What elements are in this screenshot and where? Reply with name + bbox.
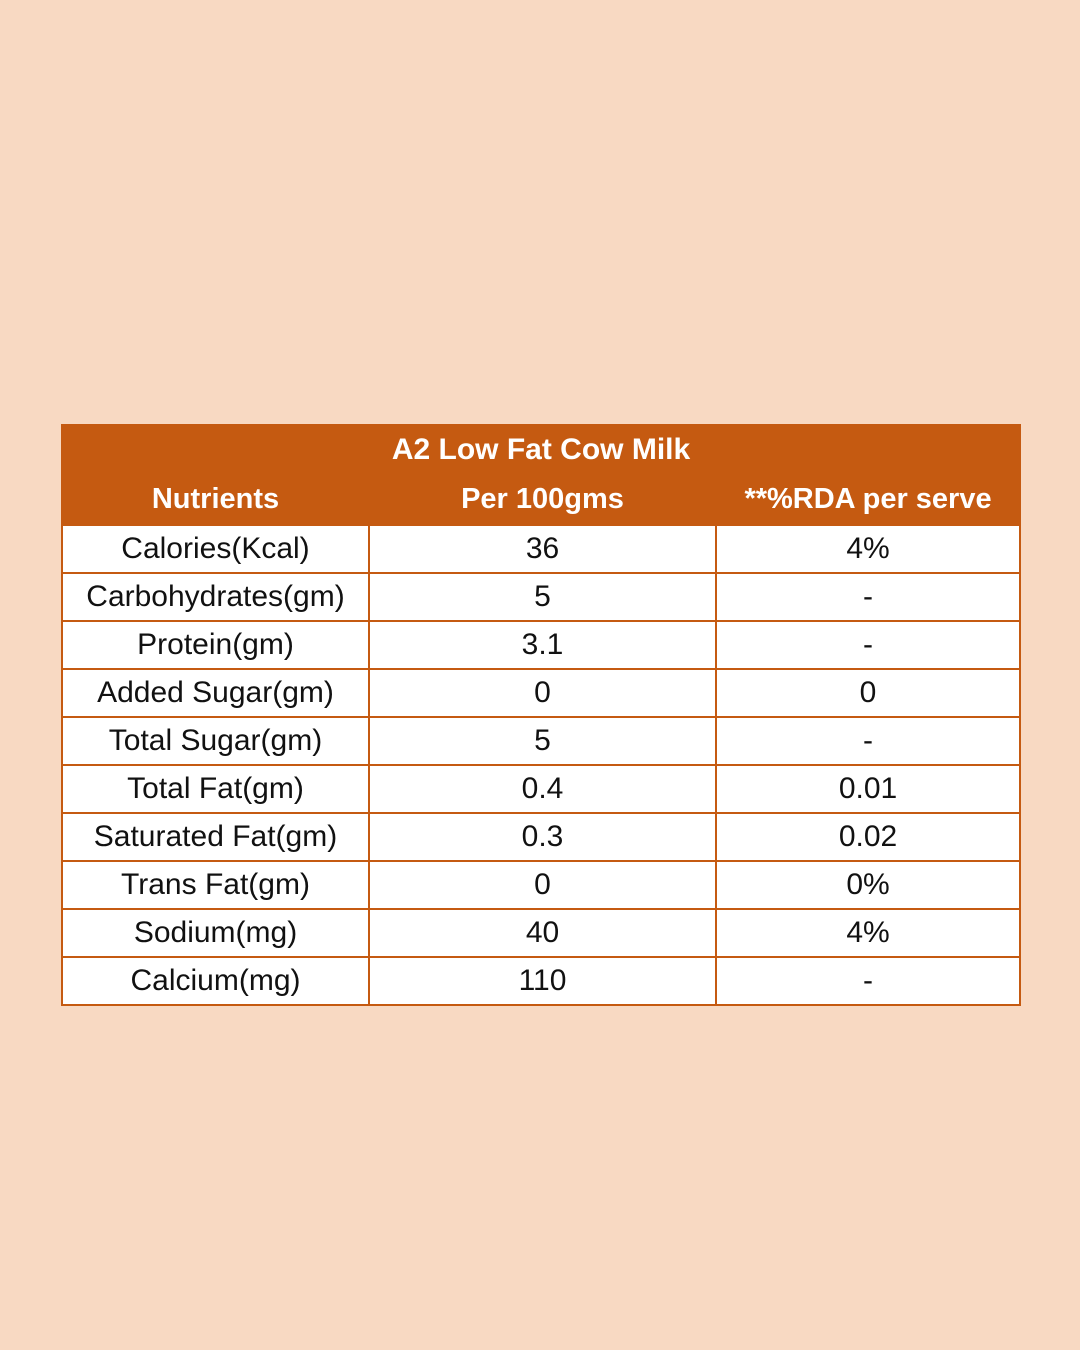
nutrient-name: Total Fat(gm) — [61, 764, 370, 814]
table-row: Total Fat(gm) 0.4 0.01 — [61, 764, 1022, 814]
table-title: A2 Low Fat Cow Milk — [60, 424, 1022, 474]
per-100gms-value: 5 — [368, 572, 717, 622]
per-100gms-value: 0 — [368, 668, 717, 718]
nutrient-name: Trans Fat(gm) — [61, 860, 370, 910]
rda-value: 0.01 — [714, 764, 1022, 814]
nutrient-name: Saturated Fat(gm) — [61, 812, 370, 862]
nutrient-name: Total Sugar(gm) — [61, 716, 370, 766]
nutrition-table-container: A2 Low Fat Cow Milk Nutrients Per 100gms… — [60, 424, 1022, 1006]
nutrient-name: Calcium(mg) — [61, 956, 370, 1006]
per-100gms-value: 110 — [368, 956, 717, 1006]
per-100gms-value: 0.3 — [368, 812, 717, 862]
rda-value: 0.02 — [714, 812, 1022, 862]
rda-value: 4% — [714, 524, 1022, 574]
header-nutrients: Nutrients — [61, 474, 370, 526]
table-title-row: A2 Low Fat Cow Milk — [60, 424, 1022, 474]
table-row: Calories(Kcal) 36 4% — [61, 524, 1022, 574]
header-rda-per-serve: **%RDA per serve — [714, 474, 1022, 526]
per-100gms-value: 5 — [368, 716, 717, 766]
table-row: Calcium(mg) 110 - — [61, 956, 1022, 1006]
rda-value: - — [714, 716, 1022, 766]
table-row: Protein(gm) 3.1 - — [61, 620, 1022, 670]
nutrient-name: Added Sugar(gm) — [61, 668, 370, 718]
nutrient-name: Carbohydrates(gm) — [61, 572, 370, 622]
table-row: Added Sugar(gm) 0 0 — [61, 668, 1022, 718]
header-per-100gms: Per 100gms — [368, 474, 717, 526]
per-100gms-value: 0.4 — [368, 764, 717, 814]
rda-value: 0% — [714, 860, 1022, 910]
rda-value: 4% — [714, 908, 1022, 958]
table-row: Carbohydrates(gm) 5 - — [61, 572, 1022, 622]
nutrient-name: Protein(gm) — [61, 620, 370, 670]
nutrient-name: Sodium(mg) — [61, 908, 370, 958]
table-row: Total Sugar(gm) 5 - — [61, 716, 1022, 766]
rda-value: - — [714, 956, 1022, 1006]
nutrient-name: Calories(Kcal) — [61, 524, 370, 574]
per-100gms-value: 3.1 — [368, 620, 717, 670]
table-row: Sodium(mg) 40 4% — [61, 908, 1022, 958]
per-100gms-value: 0 — [368, 860, 717, 910]
table-row: Saturated Fat(gm) 0.3 0.02 — [61, 812, 1022, 862]
rda-value: - — [714, 620, 1022, 670]
per-100gms-value: 40 — [368, 908, 717, 958]
rda-value: - — [714, 572, 1022, 622]
table-header-row: Nutrients Per 100gms **%RDA per serve — [61, 474, 1022, 526]
per-100gms-value: 36 — [368, 524, 717, 574]
rda-value: 0 — [714, 668, 1022, 718]
nutrition-table: A2 Low Fat Cow Milk Nutrients Per 100gms… — [60, 424, 1022, 1006]
table-row: Trans Fat(gm) 0 0% — [61, 860, 1022, 910]
